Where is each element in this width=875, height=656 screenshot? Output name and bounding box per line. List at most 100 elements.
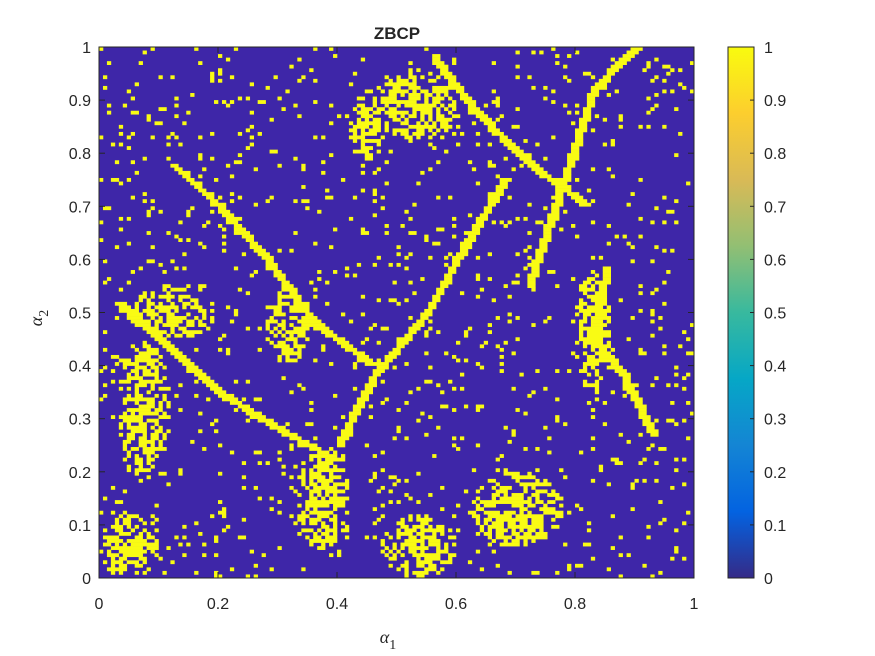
heatmap-cell [301, 528, 314, 533]
heatmap-cell [614, 89, 619, 94]
heatmap-cell [313, 241, 318, 246]
heatmap-cell [428, 415, 433, 419]
heatmap-cell [396, 78, 409, 83]
heatmap-cell [138, 422, 147, 427]
heatmap-cell [515, 216, 520, 221]
heatmap-cell [221, 397, 239, 402]
heatmap-cell [452, 234, 457, 239]
heatmap-cell [436, 287, 445, 292]
heatmap-cell [142, 372, 159, 377]
heatmap-cell [674, 153, 679, 158]
colorbar-tick-label: 1 [764, 40, 773, 57]
heatmap-cell [475, 496, 481, 501]
heatmap-cell [158, 301, 163, 306]
heatmap-cell [265, 319, 278, 324]
heatmap-cell [182, 121, 187, 126]
heatmap-cell [118, 386, 124, 391]
heatmap-cell [114, 362, 120, 366]
heatmap-cell [646, 110, 651, 115]
y-tick-label: 0.3 [69, 412, 91, 429]
heatmap-cell [178, 468, 183, 473]
heatmap-cell [531, 270, 540, 274]
heatmap-cell [535, 142, 540, 147]
heatmap-cell [428, 135, 433, 140]
heatmap-cell [218, 209, 231, 214]
heatmap-cell [436, 160, 441, 165]
heatmap-cell [428, 71, 433, 76]
heatmap-cell [142, 521, 147, 526]
heatmap-cell [198, 153, 203, 158]
heatmap-cell [487, 323, 492, 327]
heatmap-cell [154, 408, 163, 412]
heatmap-cell [654, 245, 659, 250]
heatmap-cell [364, 156, 373, 161]
heatmap-cell [400, 224, 405, 228]
heatmap-cell [674, 422, 679, 427]
heatmap-cell [519, 528, 524, 533]
heatmap-cell [384, 354, 397, 359]
heatmap-cell [162, 323, 179, 327]
heatmap-cell [337, 114, 342, 119]
heatmap-cell [269, 117, 274, 122]
heatmap-cell [582, 291, 588, 296]
heatmap-cell [170, 330, 175, 335]
heatmap-cell [198, 308, 207, 313]
heatmap-cell [511, 432, 516, 437]
heatmap-cell [384, 75, 389, 80]
heatmap-cell [134, 358, 159, 363]
heatmap-cell [503, 142, 516, 147]
heatmap-cell [221, 528, 227, 533]
heatmap-cell [186, 213, 191, 218]
heatmap-cell [170, 287, 187, 292]
heatmap-cell [606, 340, 611, 345]
heatmap-cell [555, 192, 564, 196]
heatmap-cell [138, 436, 147, 441]
heatmap-cell [281, 107, 286, 112]
heatmap-cell [503, 156, 508, 161]
heatmap-cell [495, 528, 508, 533]
y-tick-label: 0.7 [69, 199, 91, 216]
heatmap-cell [551, 195, 564, 200]
heatmap-cell [638, 124, 643, 129]
heatmap-cell [110, 379, 116, 384]
heatmap-cell [154, 305, 179, 310]
heatmap-cell [214, 535, 219, 540]
heatmap-cell [348, 411, 362, 416]
heatmap-cell [471, 500, 477, 504]
heatmap-cell [273, 326, 278, 331]
heatmap-cell [364, 386, 373, 391]
heatmap-cell [448, 270, 457, 274]
heatmap-cell [376, 365, 389, 370]
heatmap-cell [590, 167, 596, 172]
heatmap-cell [630, 192, 635, 196]
heatmap-cell [650, 78, 655, 83]
heatmap-cell [178, 294, 191, 299]
heatmap-cell [654, 287, 659, 292]
heatmap-cell [384, 231, 389, 235]
heatmap-cell [269, 496, 274, 501]
heatmap-cell [456, 447, 461, 451]
heatmap-cell [479, 528, 485, 533]
heatmap-cell [428, 117, 433, 122]
heatmap-cell [233, 379, 239, 384]
heatmap-cell [126, 177, 132, 182]
heatmap-cell [432, 89, 449, 94]
heatmap-cell [563, 64, 568, 69]
heatmap-cell [202, 553, 207, 558]
heatmap-cell [662, 517, 667, 522]
heatmap-cell [586, 103, 596, 108]
heatmap-cell [436, 114, 445, 119]
heatmap-cell [348, 121, 354, 126]
heatmap-cell [456, 124, 461, 129]
heatmap-cell [543, 96, 548, 101]
heatmap-cell [578, 450, 584, 455]
heatmap-cell [519, 521, 528, 526]
heatmap-cell [491, 220, 496, 225]
heatmap-cell [321, 344, 326, 349]
heatmap-cell [325, 457, 346, 462]
heatmap-cell [662, 301, 667, 306]
heatmap-cell [337, 439, 346, 444]
heatmap-cell [396, 535, 401, 540]
heatmap-cell [313, 294, 318, 299]
heatmap-cell [142, 291, 147, 296]
